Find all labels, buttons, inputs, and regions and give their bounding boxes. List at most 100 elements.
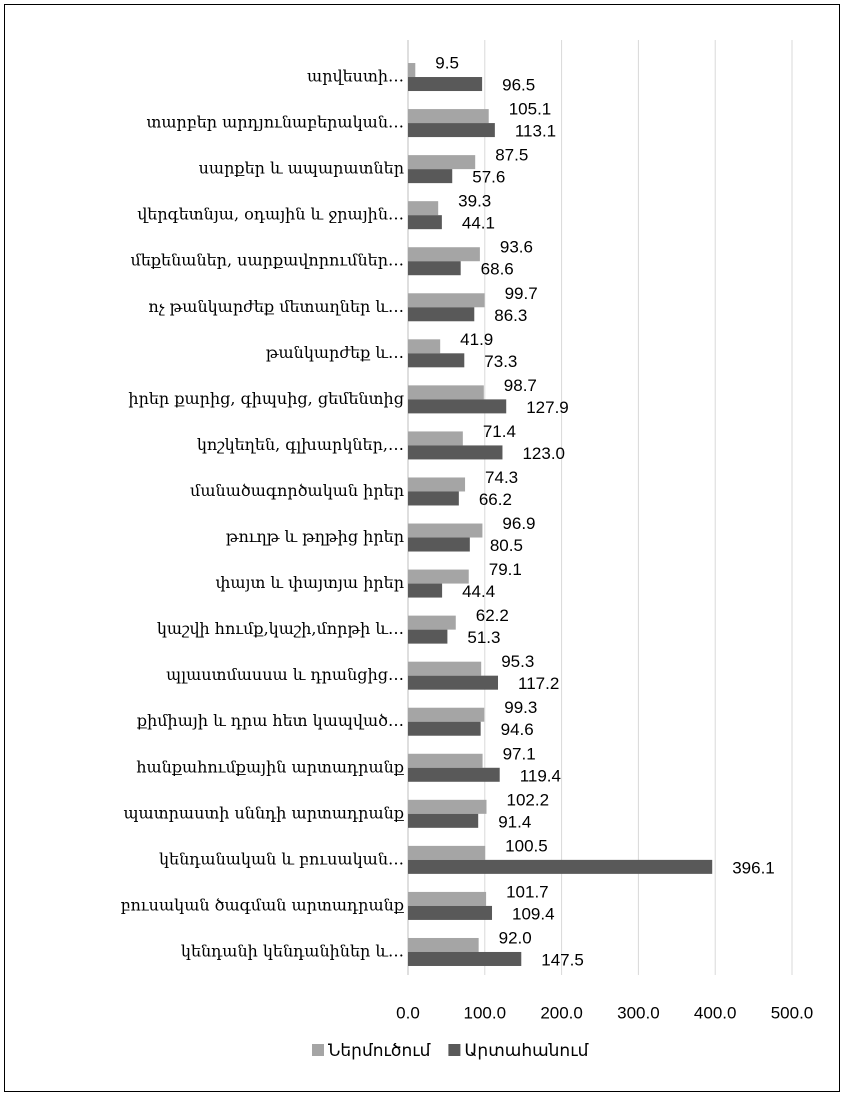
data-label: 123.0 (522, 444, 565, 463)
y-tick-label: պլաստմասսա և դրանցից… (166, 665, 404, 684)
y-tick-label: ոչ թանկարժեք մետաղներ և… (148, 297, 404, 316)
data-label: 99.3 (504, 698, 537, 717)
bar (408, 937, 479, 952)
y-tick-label: հանքահումքային արտադրանք (136, 757, 405, 776)
data-label: 100.5 (505, 836, 548, 855)
data-label: 66.2 (479, 490, 512, 509)
y-tick-label: մեքենաներ, սարքավորումներ… (131, 251, 404, 270)
x-tick-label: 200.0 (540, 1003, 583, 1022)
bar (408, 891, 487, 906)
y-tick-label: իրեր քարից, գիպսից, ցեմենտից (128, 389, 404, 408)
x-tick-label: 500.0 (771, 1003, 814, 1022)
data-label: 86.3 (494, 306, 527, 325)
bar (408, 951, 522, 966)
bar (408, 537, 470, 552)
y-tick-label: արվեստի… (307, 67, 404, 86)
legend-label: Արտահանում (464, 1041, 588, 1061)
y-tick-label: վերգետնյա, օդային և ջրային… (137, 205, 404, 224)
data-label: 101.7 (506, 882, 549, 901)
y-tick-label: մանածագործական իրեր (190, 481, 404, 500)
data-label: 79.1 (489, 560, 522, 579)
bar (408, 859, 713, 874)
bar (408, 77, 483, 92)
bar (408, 721, 481, 736)
y-tick-label: կաշվի հումք,կաշի,մորթի և… (157, 619, 404, 638)
bar (408, 399, 507, 414)
data-label: 41.9 (460, 330, 493, 349)
y-tick-label: կենդանական և բուսական… (159, 849, 404, 868)
legend-swatch (312, 1044, 324, 1056)
y-tick-label: կոշկեղեն, գլխարկներ,… (197, 435, 404, 454)
data-label: 96.5 (502, 76, 535, 95)
x-tick-label: 400.0 (694, 1003, 737, 1022)
bar (408, 445, 503, 460)
bar (408, 491, 459, 506)
data-label: 71.4 (483, 422, 516, 441)
bar (408, 661, 482, 676)
bar (408, 123, 495, 138)
data-label: 73.3 (484, 352, 517, 371)
y-tick-label: կենդանի կենդանիներ և… (181, 941, 404, 960)
data-label: 9.5 (435, 54, 459, 73)
bar (408, 707, 485, 722)
data-label: 396.1 (732, 858, 775, 877)
bar (408, 629, 448, 644)
y-tick-label: տարբեր արդյունաբերական… (146, 113, 404, 132)
bar (408, 767, 500, 782)
legend-label: Ներմուծում (328, 1041, 431, 1061)
data-label: 91.4 (498, 812, 531, 831)
bar (408, 753, 483, 768)
data-label: 98.7 (504, 376, 537, 395)
data-label: 68.6 (481, 260, 514, 279)
bar (408, 845, 486, 860)
bar (408, 353, 465, 368)
data-label: 127.9 (526, 398, 569, 417)
data-label: 44.1 (462, 214, 495, 233)
bar (408, 339, 441, 354)
y-tick-label: բուսական ծագման արտադրանք (121, 895, 405, 914)
legend-swatch (448, 1044, 461, 1056)
bar (408, 261, 461, 276)
data-label: 95.3 (501, 652, 534, 671)
data-label: 96.9 (502, 514, 535, 533)
bar (408, 293, 485, 308)
bar (408, 799, 487, 814)
y-tick-label: թանկարժեք և… (266, 343, 404, 362)
data-label: 39.3 (458, 192, 491, 211)
data-label: 51.3 (467, 628, 500, 647)
data-label: 109.4 (512, 904, 555, 923)
bar (408, 431, 463, 446)
data-label: 57.6 (472, 168, 505, 187)
x-tick-label: 300.0 (617, 1003, 660, 1022)
y-tick-label: քիմիայի և դրա հետ կապված… (137, 711, 404, 730)
data-label: 117.2 (518, 674, 559, 693)
data-label: 93.6 (500, 238, 533, 257)
data-label: 119.4 (520, 766, 561, 785)
data-label: 113.1 (515, 122, 556, 141)
bar (408, 63, 416, 78)
data-label: 147.5 (541, 950, 584, 969)
bar (408, 813, 479, 828)
y-tick-label: փայտ և փայտյա իրեր (215, 573, 404, 592)
data-label: 102.2 (506, 790, 549, 809)
bar (408, 155, 476, 170)
bar (408, 307, 475, 322)
y-tick-label: սարքեր և ապարատներ (199, 159, 404, 178)
x-tick-label: 100.0 (464, 1003, 507, 1022)
bar (408, 201, 439, 216)
data-label: 99.7 (505, 284, 538, 303)
bar (408, 615, 456, 630)
bar (408, 675, 499, 690)
x-tick-label: 0.0 (396, 1003, 420, 1022)
bar (408, 477, 466, 492)
data-label: 92.0 (499, 928, 532, 947)
bar (408, 583, 443, 598)
data-label: 97.1 (503, 744, 536, 763)
bar (408, 109, 489, 124)
bar (408, 169, 453, 184)
data-label: 87.5 (495, 146, 528, 165)
bar (408, 523, 483, 538)
data-label: 105.1 (509, 100, 552, 119)
data-label: 62.2 (476, 606, 509, 625)
